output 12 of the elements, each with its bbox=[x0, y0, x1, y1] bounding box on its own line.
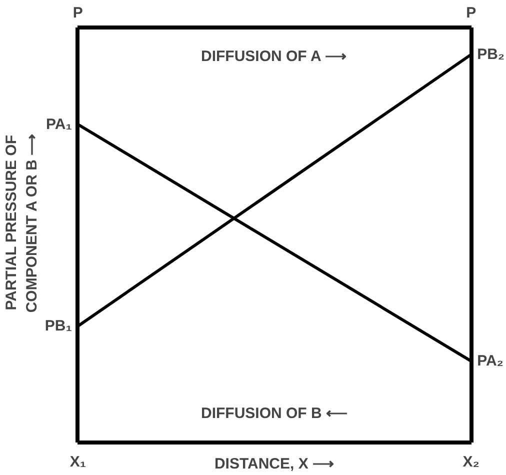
text: P bbox=[466, 4, 476, 22]
annotation: DIFFUSION OF B ⟵ bbox=[201, 404, 348, 422]
annotation: PB₁ bbox=[44, 318, 72, 335]
x-axis-title: DISTANCE, X ⟶ bbox=[214, 456, 335, 472]
annotation: PA₁ bbox=[46, 116, 72, 133]
annotation: PA₂ bbox=[477, 352, 504, 370]
annotation: DIFFUSION OF A ⟶ bbox=[201, 48, 347, 65]
x-tick-label: X₂ bbox=[462, 454, 480, 470]
annotation: PB₂ bbox=[477, 46, 505, 64]
text: P bbox=[72, 4, 83, 22]
x-tick-label: X₁ bbox=[70, 454, 86, 470]
y-axis-title: PARTIAL PRESSURE OF COMPONENT A OR B ⟶ bbox=[3, 133, 40, 313]
